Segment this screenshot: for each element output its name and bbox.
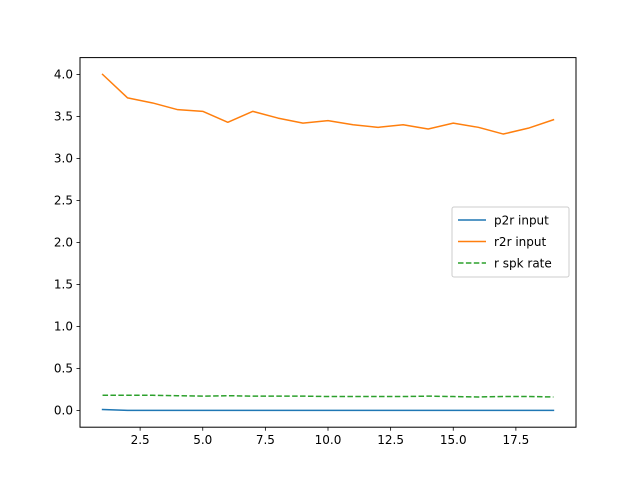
x-tick-label: 10.0 bbox=[315, 433, 342, 447]
series-line-p2r-input bbox=[103, 410, 554, 411]
x-tick-label: 17.5 bbox=[503, 433, 530, 447]
y-tick-label: 4.0 bbox=[54, 68, 73, 82]
legend-label-r2r-input: r2r input bbox=[494, 235, 546, 249]
y-tick-label: 0.5 bbox=[54, 362, 73, 376]
y-tick-label: 2.0 bbox=[54, 236, 73, 250]
x-tick-label: 15.0 bbox=[440, 433, 467, 447]
legend-label-r-spk-rate: r spk rate bbox=[494, 256, 552, 270]
legend: p2r input r2r input r spk rate bbox=[452, 207, 569, 277]
y-tick-label: 2.5 bbox=[54, 194, 73, 208]
x-tick-label: 2.5 bbox=[131, 433, 150, 447]
y-tick-label: 0.0 bbox=[54, 404, 73, 418]
y-tick-label: 3.0 bbox=[54, 152, 73, 166]
x-tick-label: 12.5 bbox=[377, 433, 404, 447]
x-tick-label: 7.5 bbox=[256, 433, 275, 447]
legend-label-p2r-input: p2r input bbox=[494, 213, 549, 227]
y-tick-label: 3.5 bbox=[54, 110, 73, 124]
x-tick-label: 5.0 bbox=[193, 433, 212, 447]
y-tick-label: 1.0 bbox=[54, 320, 73, 334]
y-tick-label: 1.5 bbox=[54, 278, 73, 292]
